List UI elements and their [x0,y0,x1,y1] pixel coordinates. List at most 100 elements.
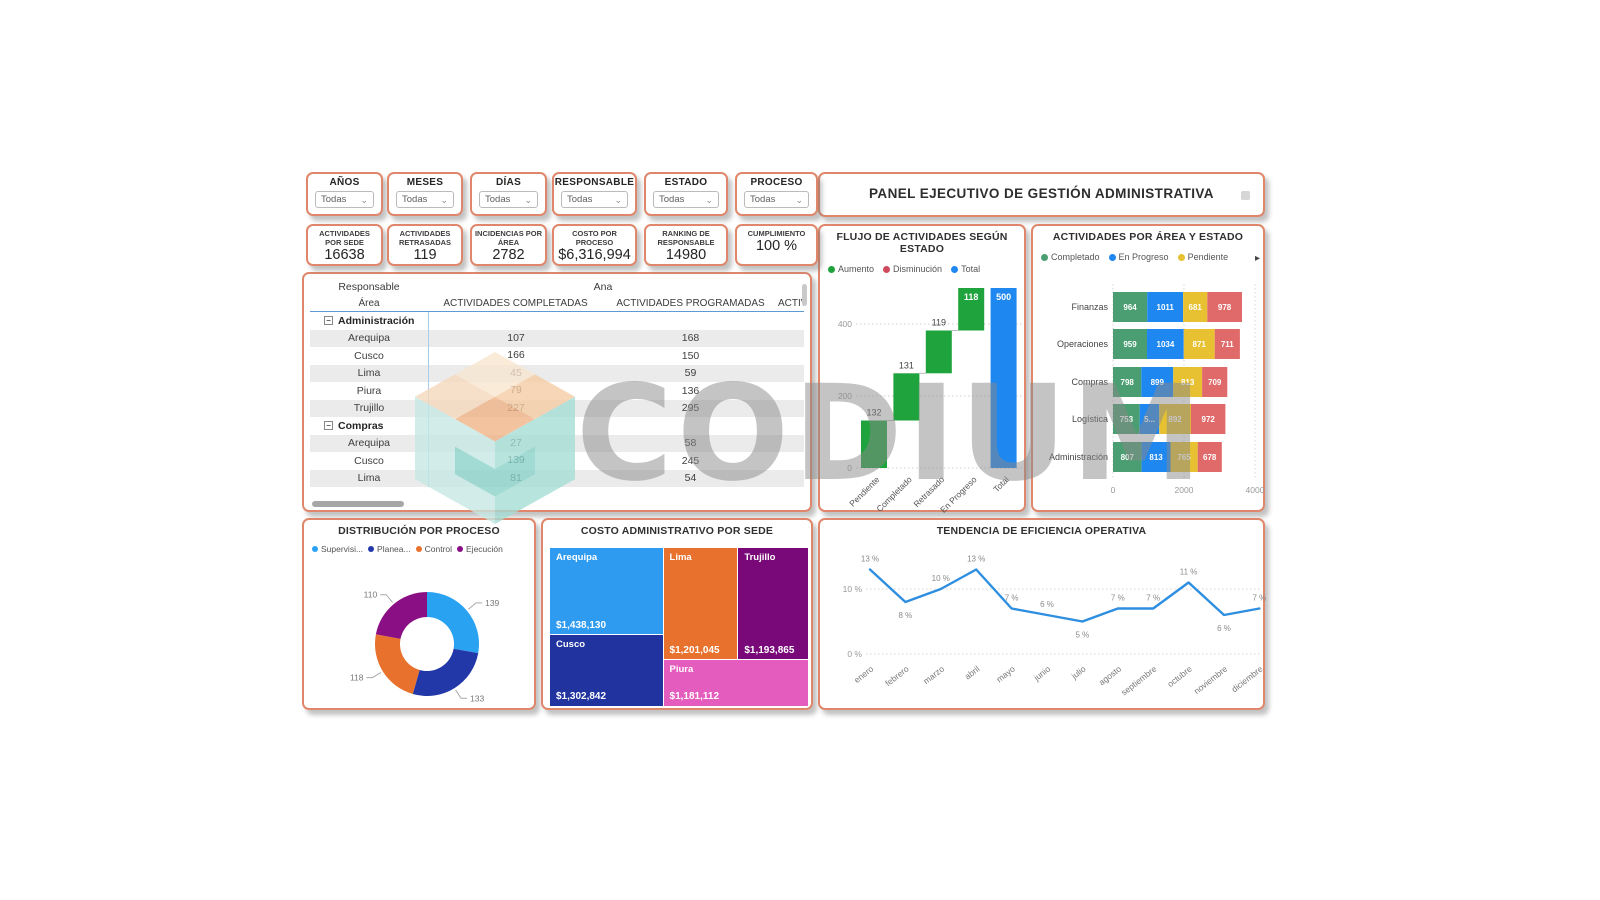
kpi-card-4[interactable]: RANKING DE RESPONSABLE 14980 [644,224,728,266]
line-chart-title: TENDENCIA DE EFICIENCIA OPERATIVA [936,525,1147,537]
kpi-value: 100 % [755,238,798,254]
slicer-dropdown[interactable]: Todas ⌄ [315,191,374,208]
slicer-dropdown[interactable]: Todas ⌄ [479,191,538,208]
collapse-icon[interactable]: − [324,316,333,326]
tile-value: $1,181,112 [669,690,720,702]
table-row[interactable]: Cusco 139 245 [310,452,804,470]
tile-name: Arequipa [556,552,598,563]
svg-text:0: 0 [1111,485,1116,495]
table-row[interactable]: Arequipa 27 58 [310,434,804,452]
slicer-3: RESPONSABLE Todas ⌄ [552,172,637,216]
kpi-label: INCIDENCIAS POR ÁREA [474,229,543,247]
legend-item[interactable]: En Progreso [1108,252,1169,262]
matrix-row-header: Responsable [338,280,400,293]
treemap-tile-arequipa[interactable]: Arequipa $1,438,130 [550,548,664,635]
horizontal-scrollbar[interactable] [312,501,404,507]
vertical-scrollbar[interactable] [802,284,807,306]
svg-text:Finanzas: Finanzas [1071,302,1108,312]
svg-text:Completado: Completado [874,474,914,514]
chevron-down-icon: ⌄ [440,194,448,205]
tile-name: Cusco [556,638,586,650]
legend-dot-icon [457,546,464,552]
table-row[interactable]: Lima 81 54 [310,469,804,487]
legend-item[interactable]: Ejecución [457,544,503,554]
stacked-bar-chart[interactable]: 0 2000 4000 Finanzas 964 1011 681 978 Operacione… [1033,272,1267,519]
line-chart[interactable]: 10 % 0 % 13 % enero 8 % febrero 10 % marzo 13 % a… [820,550,1267,717]
treemap-tile-piura[interactable]: Piura $1,181,112 [663,660,808,706]
svg-text:681: 681 [1189,303,1203,312]
chevron-right-icon[interactable]: ▸ [1254,253,1260,264]
svg-text:Logística: Logística [1072,414,1108,424]
svg-text:7 %: 7 % [1146,594,1160,603]
svg-text:899: 899 [1151,378,1165,387]
svg-text:110: 110 [364,590,378,600]
options-icon[interactable] [1241,191,1250,200]
legend-item[interactable]: Disminución [883,264,942,274]
donut-chart[interactable]: 139 133 118 110 [304,554,538,711]
slicer-5: PROCESO Todas ⌄ [735,172,818,216]
table-row[interactable]: Lima 45 59 [310,364,804,382]
kpi-card-1[interactable]: ACTIVIDADES RETRASADAS 119 [387,224,463,266]
treemap-tile-lima[interactable]: Lima $1,201,045 [663,548,739,661]
svg-text:13 %: 13 % [967,555,985,564]
svg-text:13 %: 13 % [861,555,879,564]
svg-text:8 %: 8 % [899,611,913,620]
legend-item[interactable]: Planea... [368,544,411,554]
legend-item[interactable]: Control [415,544,452,554]
waterfall-chart[interactable]: 0 200 400 132 Pendiente 131 Completado 119 Retra… [820,282,1028,519]
legend-item[interactable]: Total [951,264,980,274]
tile-value: $1,438,130 [556,619,607,631]
table-row[interactable]: Arequipa 107 168 [310,329,804,347]
table-row[interactable]: Cusco 166 150 [310,347,804,365]
svg-text:133: 133 [470,693,484,703]
legend-dot-icon [951,265,959,273]
svg-text:964: 964 [1123,303,1137,312]
svg-text:6 %: 6 % [1217,624,1231,633]
slicer-1: MESES Todas ⌄ [387,172,463,216]
svg-text:813: 813 [1181,378,1195,387]
kpi-card-3[interactable]: COSTO POR PROCESO $6,316,994 [552,224,637,266]
chevron-down-icon: ⌄ [795,194,803,205]
kpi-value: 14980 [665,247,707,263]
tile-name: Trujillo [744,552,776,563]
slicer-label: DÍAS [495,177,522,188]
slicer-dropdown[interactable]: Todas ⌄ [744,191,809,208]
kpi-value: 16638 [324,247,365,263]
tile-value: $1,302,842 [556,690,607,702]
slicer-dropdown[interactable]: Todas ⌄ [561,191,628,208]
matrix-group-row[interactable]: − Administración [310,312,804,330]
svg-text:119: 119 [932,317,946,327]
collapse-icon[interactable]: − [324,421,333,431]
kpi-card-0[interactable]: ACTIVIDADES POR SEDE 16638 [306,224,383,266]
slicer-label: MESES [406,177,444,188]
legend-item[interactable]: Pendiente [1177,252,1228,262]
svg-text:807: 807 [1121,453,1135,462]
svg-text:139: 139 [485,598,499,608]
svg-text:0: 0 [847,463,852,473]
slicer-value: Todas [659,194,685,205]
legend-dot-icon [368,546,375,552]
treemap-tile-trujillo[interactable]: Trujillo $1,193,865 [738,548,808,661]
legend-item[interactable]: Completado [1041,252,1100,262]
svg-text:892: 892 [1168,415,1182,424]
kpi-card-2[interactable]: INCIDENCIAS POR ÁREA 2782 [470,224,547,266]
matrix-group-row[interactable]: − Compras [310,417,804,435]
svg-text:noviembre: noviembre [1192,664,1230,696]
kpi-label: CUMPLIMIENTO [747,229,806,238]
legend-item[interactable]: Aumento [828,264,874,274]
svg-text:junio: junio [1031,664,1052,684]
svg-text:132: 132 [866,407,881,417]
table-row[interactable]: Piura 79 136 [310,382,804,400]
slicer-dropdown[interactable]: Todas ⌄ [653,191,719,208]
svg-text:Administración: Administración [1049,452,1108,462]
tile-name: Piura [669,664,694,676]
slicer-value: Todas [402,194,428,205]
slicer-dropdown[interactable]: Todas ⌄ [396,191,454,208]
legend-dot-icon [883,265,891,273]
kpi-card-5[interactable]: CUMPLIMIENTO 100 % [735,224,818,266]
treemap-tile-cusco[interactable]: Cusco $1,302,842 [550,634,664,706]
legend-item[interactable]: Supervisi... [312,544,363,554]
page-title: PANEL EJECUTIVO DE GESTIÓN ADMINISTRATIV… [869,186,1214,201]
svg-text:711: 711 [1221,340,1234,349]
table-row[interactable]: Trujillo 227 295 [310,399,804,417]
